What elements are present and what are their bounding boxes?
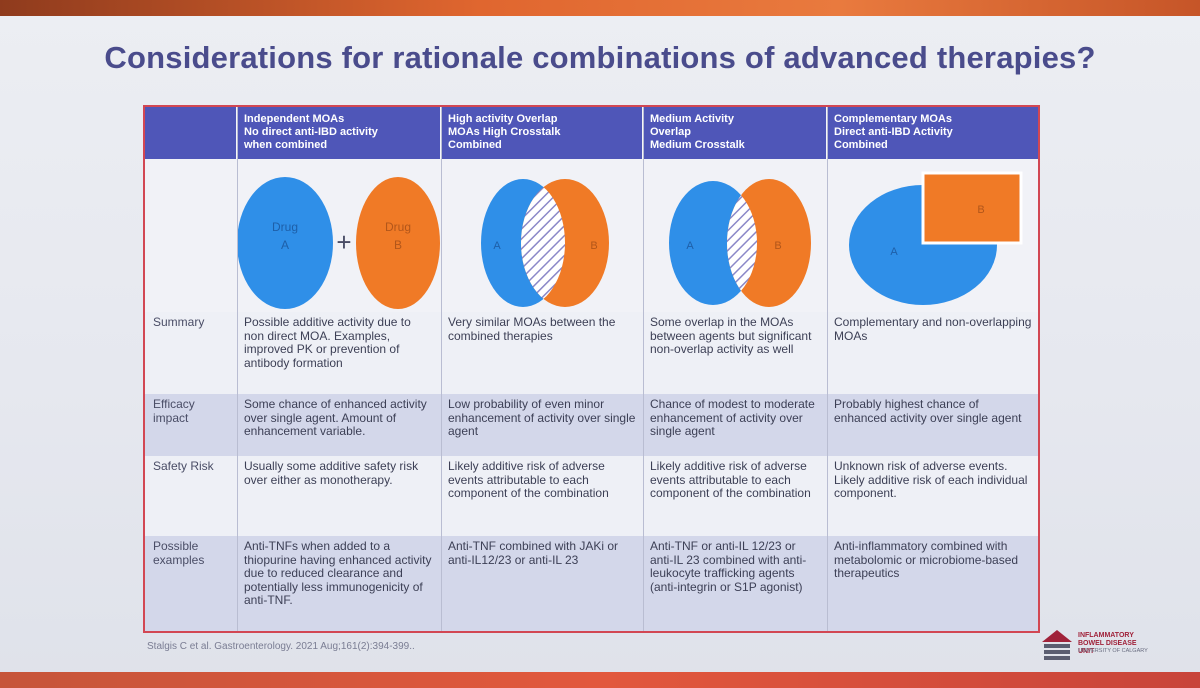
comparison-table: Independent MOAs No direct anti-IBD acti… (143, 105, 1040, 633)
table-cell: Anti-inflammatory combined with metabolo… (834, 539, 1019, 580)
top-accent-bar (0, 0, 1200, 16)
table-cell: Probably highest chance of enhanced acti… (834, 397, 1022, 425)
table-cell: Unknown risk of adverse events. Likely a… (834, 459, 1028, 500)
citation: Stalgis C et al. Gastroenterology. 2021 … (147, 641, 415, 652)
high-overlap-b-label: B (590, 240, 597, 252)
row-label-safety: Safety Risk (153, 459, 214, 473)
table-cell: Likely additive risk of adverse events a… (650, 459, 811, 500)
header-complementary-moas: Complementary MOAs Direct anti-IBD Activ… (828, 107, 1038, 159)
complementary-b-label: B (977, 204, 984, 216)
drug-b-ellipse (356, 177, 440, 309)
table-cell: Anti-TNF combined with JAKi or anti-IL12… (448, 539, 619, 567)
row-label-efficacy: Efficacy impact (153, 397, 195, 425)
high-overlap-a-label: A (493, 240, 501, 252)
column-divider (827, 107, 828, 631)
table-row-summary: Summary Possible additive activity due t… (145, 312, 1038, 394)
table-cell: Chance of modest to moderate enhancement… (650, 397, 815, 438)
logo-emblem-icon (1042, 630, 1072, 660)
slide-title: Considerations for rationale combination… (104, 40, 1096, 75)
row-label-summary: Summary (153, 315, 205, 329)
medium-overlap-b-label: B (774, 240, 781, 252)
header-independent-moas: Independent MOAs No direct anti-IBD acti… (238, 107, 440, 159)
logo-title: INFLAMMATORY BOWEL DISEASE UNIT (1078, 632, 1137, 655)
drug-b-label: Drug (385, 220, 411, 234)
ibd-unit-logo: INFLAMMATORY BOWEL DISEASE UNIT UNIVERSI… (1040, 628, 1150, 670)
table-cell: Usually some additive safety risk over e… (244, 459, 419, 487)
logo-subtitle: UNIVERSITY OF CALGARY (1078, 648, 1148, 654)
table-cell: Low probability of even minor enhancemen… (448, 397, 636, 438)
diagram-row: Drug A + Drug B A B A B (145, 159, 1038, 312)
plus-sign: + (336, 227, 351, 257)
table-row-safety: Safety Risk Usually some additive safety… (145, 456, 1038, 536)
drug-a-ellipse (237, 177, 333, 309)
drug-a-letter: A (281, 238, 289, 252)
column-divider (237, 107, 238, 631)
complementary-b-square (921, 171, 1023, 245)
medium-overlap-hatched-region (727, 181, 757, 305)
bottom-accent-bar (0, 672, 1200, 688)
column-divider (441, 107, 442, 631)
table-row-examples: Possible examples Anti-TNFs when added t… (145, 536, 1038, 631)
table-cell: Likely additive risk of adverse events a… (448, 459, 609, 500)
medium-overlap-a-label: A (686, 240, 694, 252)
table-cell: Anti-TNFs when added to a thiopurine hav… (244, 539, 432, 607)
table-cell: Anti-TNF or anti-IL 12/23 or anti-IL 23 … (650, 539, 807, 594)
table-cell: Some chance of enhanced activity over si… (244, 397, 427, 438)
header-medium-activity-overlap: Medium Activity Overlap Medium Crosstalk (644, 107, 826, 159)
table-row-efficacy: Efficacy impact Some chance of enhanced … (145, 394, 1038, 456)
header-empty-cell (145, 107, 236, 159)
table-cell: Some overlap in the MOAs between agents … (650, 315, 812, 356)
drug-a-label: Drug (272, 220, 298, 234)
table-cell: Complementary and non-overlapping MOAs (834, 315, 1032, 343)
moa-diagrams: Drug A + Drug B A B A B (237, 171, 1023, 309)
column-divider (643, 107, 644, 631)
table-cell: Very similar MOAs between the combined t… (448, 315, 616, 343)
row-label-examples: Possible examples (153, 539, 205, 567)
drug-b-letter: B (394, 238, 402, 252)
complementary-a-label: A (890, 246, 898, 258)
header-high-activity-overlap: High activity Overlap MOAs High Crosstal… (442, 107, 642, 159)
table-cell: Possible additive activity due to non di… (244, 315, 411, 370)
high-overlap-hatched-region (521, 179, 565, 307)
